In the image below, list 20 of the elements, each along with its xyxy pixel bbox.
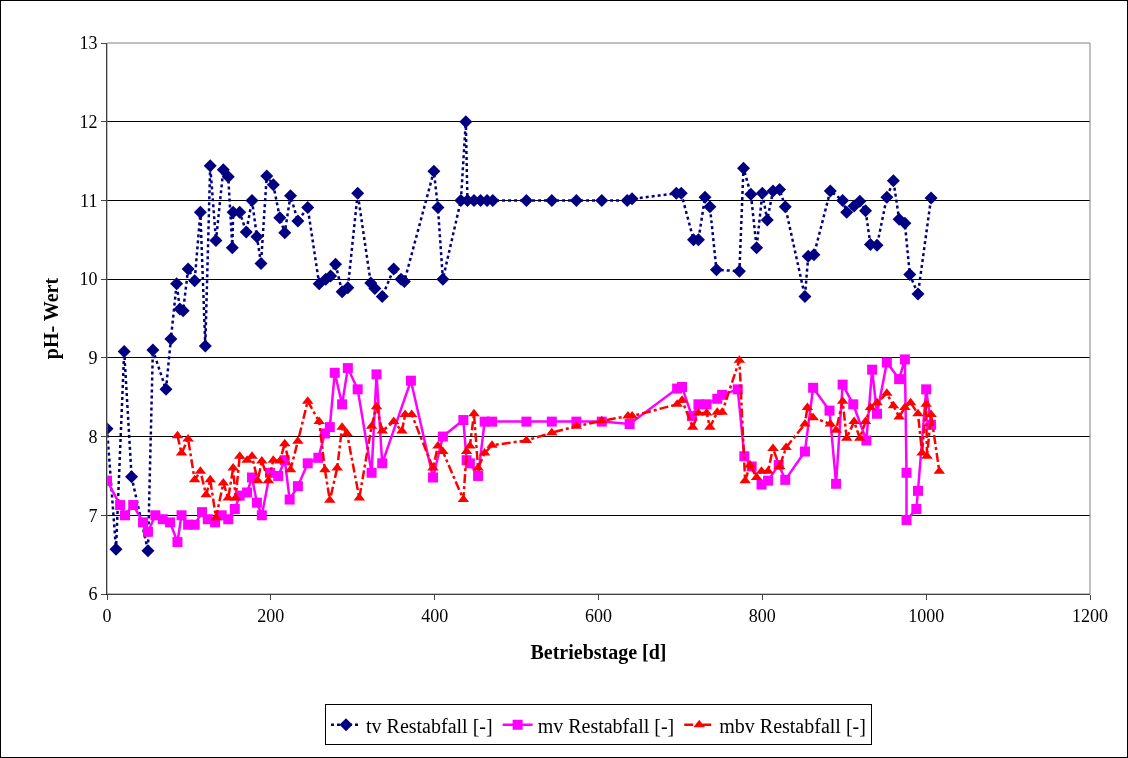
legend-label: mbv Restabfall [-] [719, 714, 866, 737]
y-tick-label: 6 [88, 584, 98, 605]
x-tick-label: 800 [748, 605, 776, 626]
x-tick-label: 0 [102, 605, 112, 626]
y-axis-title: pH- Wert [39, 277, 63, 360]
y-tick-label: 11 [80, 190, 98, 211]
y-tick-label: 13 [79, 33, 98, 54]
y-tick-label: 12 [79, 112, 98, 133]
x-axis-title: Betriebstage [d] [530, 641, 667, 665]
x-tick-label: 1200 [1072, 605, 1108, 626]
x-tick-label: 1000 [908, 605, 945, 626]
legend-label: tv Restabfall [-] [366, 714, 493, 737]
legend-label: mv Restabfall [-] [537, 714, 675, 737]
y-tick-label: 9 [88, 348, 98, 369]
x-tick-label: 600 [585, 605, 612, 626]
y-tick-label: 8 [88, 426, 98, 447]
y-tick-label: 7 [88, 505, 98, 526]
x-tick-label: 200 [257, 605, 285, 626]
x-tick-label: 400 [421, 605, 449, 626]
y-tick-label: 10 [79, 269, 98, 290]
